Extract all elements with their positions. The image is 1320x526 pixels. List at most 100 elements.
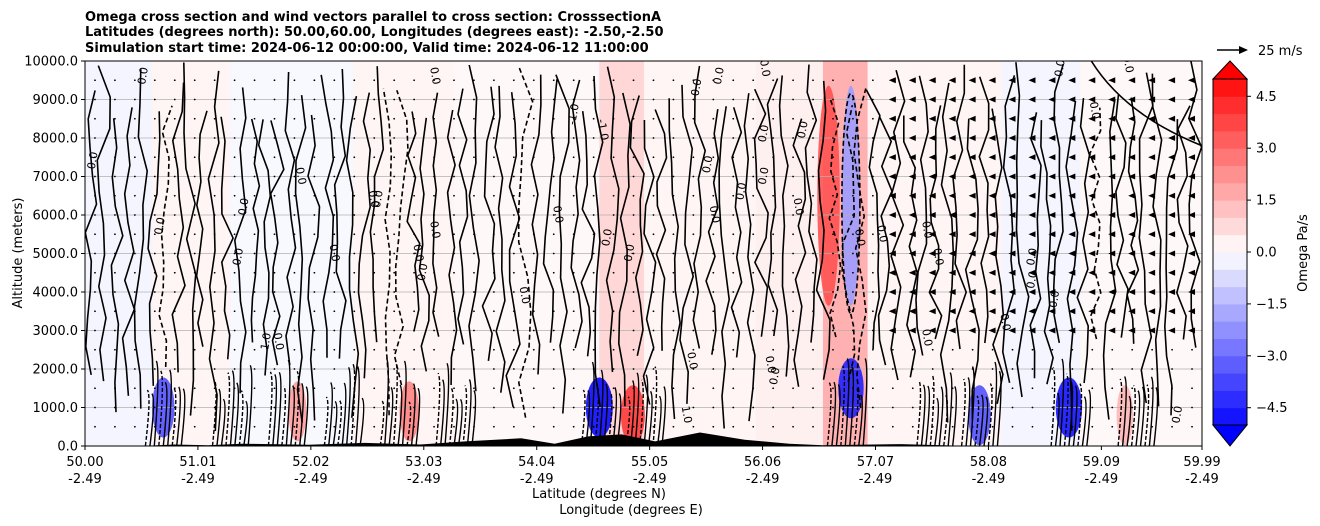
wind-vector <box>592 387 595 390</box>
contour-line <box>505 92 521 408</box>
wind-vector <box>133 387 136 390</box>
wind-vector <box>273 348 276 351</box>
wind-vector <box>1151 348 1154 351</box>
wind-vector <box>672 137 675 139</box>
contour-line <box>294 95 307 423</box>
wind-vector <box>772 194 775 197</box>
wind-vector <box>752 425 755 428</box>
wind-vector <box>672 425 675 428</box>
wind-vector <box>852 329 854 332</box>
wind-vector <box>173 252 176 255</box>
wind-vector <box>812 329 814 332</box>
wind-vector <box>333 98 336 101</box>
contour-line <box>1151 73 1163 407</box>
wind-vector <box>792 156 794 159</box>
contour-label: 0.0 <box>733 182 749 201</box>
wind-vector <box>433 310 435 313</box>
wind-vector <box>114 368 116 370</box>
wind-vector <box>692 310 695 313</box>
wind-vector <box>433 214 435 216</box>
wind-vector <box>592 175 595 178</box>
wind-vector <box>193 79 196 82</box>
wind-vector <box>493 329 495 332</box>
wind-vector <box>871 214 874 216</box>
contour-label: 0.0 <box>689 78 705 97</box>
wind-vector <box>433 233 435 236</box>
wind-vector <box>1048 135 1056 141</box>
wind-vector <box>133 117 136 120</box>
wind-vector <box>772 98 775 101</box>
contour-line <box>730 107 743 358</box>
wind-vector <box>453 291 455 293</box>
wind-vector <box>672 194 675 197</box>
wind-vector <box>572 406 575 409</box>
contour-line-lowlevel <box>965 377 971 446</box>
wind-vector <box>1031 425 1034 428</box>
wind-vector <box>273 271 276 274</box>
wind-vector <box>213 271 216 274</box>
wind-vector <box>512 79 515 82</box>
contour-label: 0.0 <box>1024 270 1040 289</box>
wind-vector <box>453 348 455 351</box>
wind-vector <box>552 291 555 293</box>
wind-vector <box>333 348 336 351</box>
wind-vector <box>911 406 914 409</box>
wind-vector <box>1108 192 1116 199</box>
wind-vector <box>712 329 715 332</box>
wind-vector <box>353 387 356 390</box>
wind-vector <box>253 387 256 390</box>
contour-line <box>542 79 558 343</box>
wind-vector <box>1108 96 1116 103</box>
wind-vector <box>413 98 416 101</box>
wind-vector <box>672 79 675 82</box>
wind-vector <box>313 329 316 332</box>
wind-vector <box>792 98 794 101</box>
contour-line-lowlevel <box>267 371 273 446</box>
wind-vector <box>1188 327 1196 334</box>
wind-vector <box>393 175 396 178</box>
contour-line-lowlevel <box>392 360 398 446</box>
wind-vector <box>652 291 655 293</box>
wind-vector <box>1108 269 1116 276</box>
wind-vector <box>572 271 575 274</box>
wind-vector <box>1048 289 1056 295</box>
wind-vector <box>692 214 695 216</box>
wind-vector <box>968 154 976 161</box>
wind-vector <box>114 175 116 178</box>
wind-vector <box>908 231 916 238</box>
wind-vector <box>253 291 256 293</box>
wind-vector <box>1068 269 1076 276</box>
wind-vector <box>1048 308 1056 315</box>
wind-vector <box>888 212 896 218</box>
wind-vector <box>193 233 196 236</box>
wind-vector <box>752 117 755 120</box>
wind-vector <box>473 117 475 120</box>
wind-vectors <box>94 77 1196 428</box>
wind-vector <box>908 154 916 161</box>
wind-vector <box>133 137 136 139</box>
wind-vector <box>908 77 916 84</box>
wind-vector <box>373 310 376 313</box>
wind-vector <box>94 117 96 120</box>
wind-vector <box>1128 173 1136 180</box>
wind-vector <box>592 194 595 197</box>
wind-vector <box>512 233 515 236</box>
wind-vector <box>94 406 96 409</box>
wind-vector <box>333 425 336 428</box>
wind-vector <box>712 387 715 390</box>
contour-label: 0.0 <box>997 312 1013 331</box>
contour-line <box>357 92 372 379</box>
wind-vector <box>293 175 296 178</box>
wind-vector <box>552 310 555 313</box>
wind-vector <box>114 291 116 293</box>
contour-line-lowlevel <box>1121 376 1127 446</box>
wind-vector <box>931 387 934 390</box>
contour-line <box>220 116 234 360</box>
wind-vector <box>792 137 794 139</box>
wind-vector <box>473 368 475 370</box>
contour-line <box>1138 72 1154 404</box>
wind-vector <box>592 310 595 313</box>
contour-line-lowlevel <box>629 380 635 446</box>
wind-vector <box>293 156 296 159</box>
wind-vector <box>173 406 176 409</box>
